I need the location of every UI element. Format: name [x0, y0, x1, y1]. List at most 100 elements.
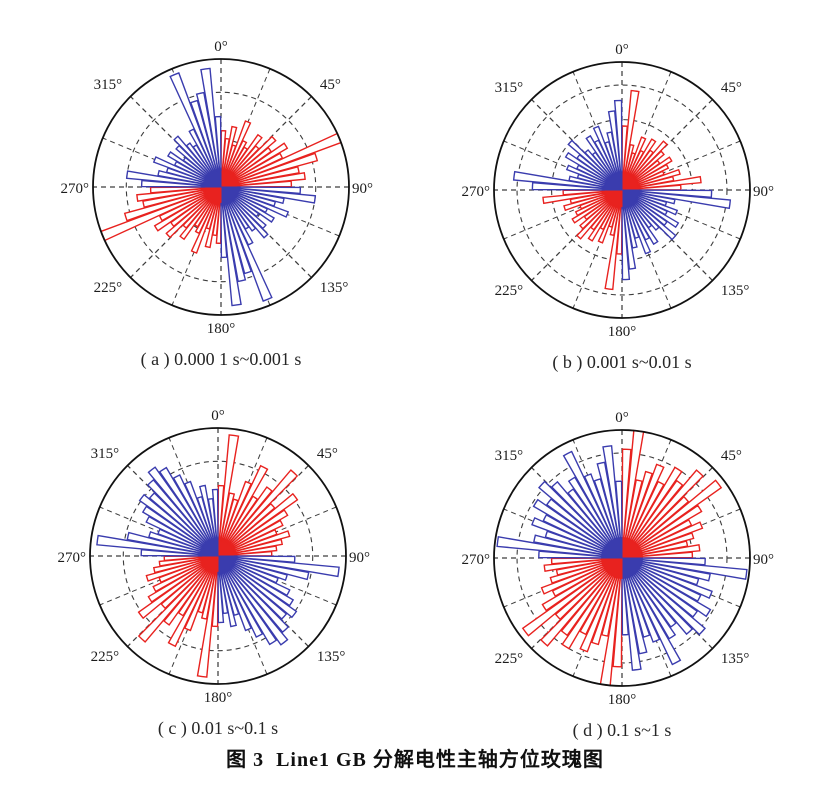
petal-red [153, 186, 222, 232]
petal-blue [220, 186, 273, 302]
petal-blue [220, 186, 269, 239]
angle-label: 270° [462, 184, 491, 200]
angle-label: 0° [214, 39, 228, 55]
angle-label: 90° [753, 184, 774, 200]
petal-red [217, 509, 289, 557]
petal-red [621, 504, 703, 559]
petal-blue [621, 557, 706, 636]
petal-blue [183, 480, 219, 557]
petal-red [136, 186, 222, 203]
petal-blue [141, 505, 219, 557]
petal-red [217, 502, 276, 557]
center-blob [621, 537, 643, 559]
petal-red [541, 557, 623, 612]
angle-label: 45° [317, 446, 338, 462]
petal-blue [217, 555, 278, 646]
petal-blue [621, 557, 648, 655]
angle-label: 180° [207, 321, 236, 337]
petal-blue [621, 557, 661, 643]
petal-blue [217, 555, 225, 624]
petal-red [217, 469, 299, 557]
petal-red [621, 479, 684, 559]
petal-red [158, 186, 222, 222]
petal-blue [567, 476, 623, 559]
petal-blue [217, 555, 238, 628]
petal-blue [567, 139, 623, 191]
petal-blue [217, 555, 298, 619]
petal-blue [200, 67, 222, 188]
petal-blue [220, 186, 247, 283]
petal-red [142, 186, 222, 208]
angle-label: 90° [349, 550, 370, 566]
petal-blue [198, 484, 219, 557]
petal-red [621, 495, 690, 559]
outer-circle [89, 427, 347, 685]
outer-circle [92, 58, 350, 316]
petal-red [152, 555, 219, 593]
petal-blue [621, 557, 694, 636]
petal-blue [195, 91, 222, 188]
angle-label: 225° [495, 283, 523, 299]
angle-label: 225° [495, 651, 523, 667]
angle-label: 0° [615, 410, 629, 426]
petal-red [147, 555, 219, 603]
center-blob [601, 537, 623, 559]
angle-label: 135° [721, 651, 750, 667]
petal-blue [217, 555, 295, 607]
petal-red [217, 492, 299, 557]
petal-red [217, 486, 273, 557]
rose-subplot-c: 0° 45° 90° 135° 180° 225° 270° 315° ( c ) 0.01 … [8, 406, 428, 739]
petal-blue [146, 478, 219, 557]
center-blob [604, 172, 623, 191]
rose-petals [496, 429, 748, 687]
petal-red [621, 175, 702, 191]
petal-red [137, 555, 219, 620]
angle-label: 135° [317, 649, 346, 665]
angle-label: 0° [615, 42, 629, 58]
petal-red [137, 555, 219, 643]
angle-label: 270° [61, 181, 90, 197]
grid-ring [122, 460, 314, 652]
outer-circle [493, 61, 751, 319]
rose-chart-d: 0° 45° 90° 135° 180° 225° 270° 315° [462, 410, 775, 708]
petal-red [561, 557, 623, 650]
petal-red [217, 538, 284, 557]
petal-blue [158, 466, 219, 557]
rose-subplot-a: 0° 45° 90° 135° 180° 225° 270° 315° ( a ) 0.000… [11, 37, 431, 370]
petal-blue [550, 480, 623, 559]
petal-blue [220, 186, 242, 307]
subplot-caption-a: ( a ) 0.000 1 s~0.001 s [140, 349, 302, 369]
petal-blue [602, 445, 623, 559]
center-blobs [601, 537, 643, 579]
petal-red [521, 557, 623, 637]
petal-blue [217, 555, 253, 632]
petal-red [167, 555, 219, 648]
petal-red [217, 519, 284, 557]
petal-red [220, 180, 293, 188]
petal-red [621, 469, 705, 559]
subplot-caption-c: ( c ) 0.01 s~0.1 s [157, 718, 279, 738]
petal-red [220, 171, 306, 188]
petal-blue [217, 555, 289, 646]
angle-label: 90° [352, 181, 373, 197]
grid-ring [516, 84, 728, 296]
petal-blue [621, 557, 712, 618]
angle-labels: 0° 45° 90° 135° 180° 225° 270° 315° [462, 410, 775, 708]
petal-blue [621, 557, 677, 640]
petal-blue [596, 461, 623, 559]
petal-red [621, 521, 704, 559]
petal-blue [220, 186, 253, 275]
petal-blue [621, 189, 637, 270]
rose-chart-a: 0° 45° 90° 135° 180° 225° 270° 315° [61, 39, 374, 337]
petal-blue [138, 493, 219, 557]
angle-label: 45° [721, 448, 742, 464]
angle-label: 45° [320, 77, 341, 93]
petal-blue [532, 498, 623, 559]
petal-blue [220, 186, 228, 259]
angle-label: 0° [211, 408, 225, 424]
angle-label: 270° [462, 552, 491, 568]
petal-blue [211, 488, 219, 557]
angle-label: 135° [721, 283, 750, 299]
petal-blue [621, 557, 677, 628]
petal-blue [189, 99, 222, 188]
